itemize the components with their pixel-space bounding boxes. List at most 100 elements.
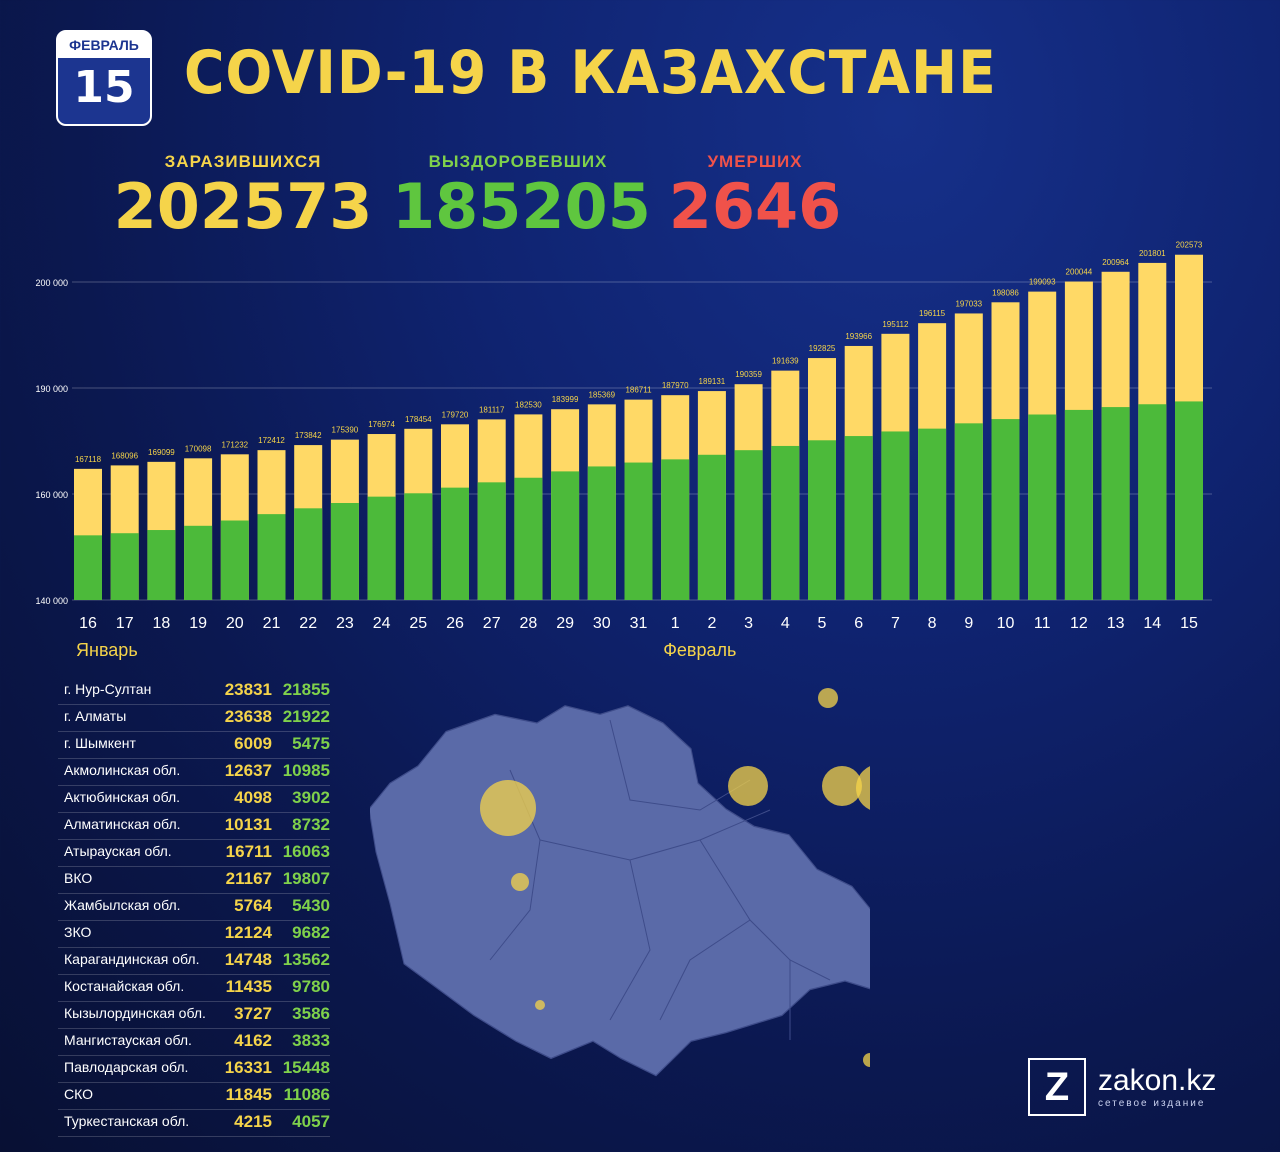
region-recovered: 11086 [283,1085,330,1104]
bubble [728,766,768,806]
zakon-logo[interactable]: Z zakon.kz сетевое издание [1028,1058,1280,1118]
region-infected: 14748 [224,950,272,969]
bar-recovered [551,471,580,600]
table-row: г. Нур-Султан 23831 21855 [58,678,330,705]
table-row: Жамбылская обл. 5764 5430 [58,894,330,921]
x-tick-label: 24 [373,615,391,632]
data-label: 171232 [221,440,248,449]
date-card: ФЕВРАЛЬ 15 [56,30,152,126]
x-tick-label: 12 [1070,615,1088,632]
region-name: Павлодарская обл. [64,1059,189,1075]
region-infected: 11845 [225,1085,272,1104]
y-tick-label: 190 000 [35,384,68,394]
bubble [818,688,838,708]
logo-name: zakon.kz [1098,1064,1217,1097]
page-title: COVID-19 В КАЗАХСТАНЕ [184,38,997,108]
bar-recovered [294,508,323,600]
region-infected: 5764 [234,896,272,915]
table-row: Костанайская обл. 11435 9780 [58,975,330,1002]
data-label: 181117 [479,405,505,414]
bubble [511,873,529,891]
x-tick-label: 20 [226,615,244,632]
x-tick-label: 23 [336,615,354,632]
stat-deaths-label: УМЕРШИХ [707,152,803,171]
bar-recovered [257,514,286,600]
data-label: 183999 [552,395,579,404]
table-row: Мангистауская обл. 4162 3833 [58,1029,330,1056]
table-row: Атырауская обл. 16711 16063 [58,840,330,867]
logo-subtitle: сетевое издание [1098,1098,1206,1109]
x-tick-label: 29 [556,615,574,632]
bar-recovered [1138,404,1167,600]
data-label: 175390 [332,426,359,435]
x-tick-label: 11 [1034,615,1051,632]
region-name: Алматинская обл. [64,816,181,832]
region-name: г. Шымкент [64,735,136,751]
data-label: 167118 [75,455,102,464]
x-tick-label: 21 [263,615,281,632]
bar-recovered [918,428,947,600]
bar-recovered [514,477,543,600]
region-recovered: 9780 [292,977,330,996]
data-label: 191639 [772,357,799,366]
data-label: 200044 [1066,268,1093,277]
x-tick-label: 3 [744,615,753,632]
stat-infected: ЗАРАЗИВШИХСЯ 202573 [112,152,374,238]
region-name: Мангистауская обл. [64,1032,192,1048]
region-name: Туркестанская обл. [64,1113,190,1129]
table-row: Кызылординская обл. 3727 3586 [58,1002,330,1029]
region-recovered: 5430 [292,896,330,915]
x-tick-label: 13 [1107,615,1125,632]
table-row: г. Алматы 23638 21922 [58,705,330,732]
bar-recovered [661,459,690,600]
data-label: 197033 [955,299,982,308]
region-recovered: 21922 [282,707,330,726]
x-tick-label: 14 [1143,615,1161,632]
bubble [480,780,536,836]
x-tick-label: 19 [189,615,207,632]
data-label: 190359 [735,370,762,379]
bar-recovered [734,450,763,600]
region-recovered: 16063 [282,842,330,861]
bubble [863,1053,870,1067]
region-recovered: 19807 [282,869,330,888]
region-name: Карагандинская обл. [64,951,200,967]
data-label: 168096 [111,451,138,460]
region-recovered: 10985 [282,761,330,780]
stat-recovered-label: ВЫЗДОРОВЕВШИХ [428,152,608,171]
x-tick-label: 25 [409,615,427,632]
bar-recovered [1064,409,1093,600]
table-row: СКО 11845 11086 [58,1083,330,1110]
bar-recovered [147,530,176,600]
x-tick-label: 18 [153,615,171,632]
data-label: 192825 [809,344,836,353]
region-infected: 11435 [225,977,272,996]
data-label: 170098 [185,444,212,453]
region-name: Атырауская обл. [64,843,172,859]
region-table: г. Нур-Султан 23831 21855 г. Алматы 23638 219… [58,678,330,1137]
region-infected: 4215 [234,1112,272,1131]
data-label: 182530 [515,400,542,409]
stat-deaths: УМЕРШИХ 2646 [660,152,850,238]
x-tick-label: 17 [116,615,134,632]
x-tick-label: 10 [997,615,1015,632]
x-tick-label: 6 [854,615,863,632]
data-label: 201801 [1139,249,1166,258]
table-row: Актюбинская обл. 4098 3902 [58,786,330,813]
x-tick-label: 15 [1180,615,1198,632]
x-tick-label: 28 [520,615,538,632]
y-tick-label: 200 000 [35,278,68,288]
stat-infected-value: 202573 [113,170,373,243]
region-recovered: 21855 [282,680,330,699]
region-recovered: 3902 [292,788,330,807]
region-name: Актюбинская обл. [64,789,181,805]
case-bubbles [480,688,870,1067]
region-infected: 23638 [224,707,272,726]
region-name: ВКО [64,870,93,886]
data-label: 173842 [295,431,322,440]
bar-recovered [624,462,653,600]
region-name: Кызылординская обл. [64,1005,206,1021]
bar-recovered [808,440,836,600]
region-infected: 12637 [224,761,272,780]
